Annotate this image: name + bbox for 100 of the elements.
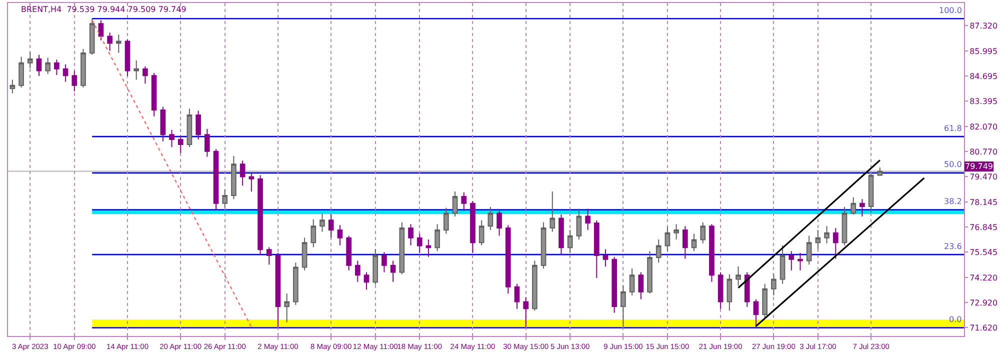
candlestick <box>842 206 848 246</box>
candlestick <box>594 220 600 279</box>
candlestick <box>629 268 635 296</box>
candlestick <box>612 256 618 314</box>
candlestick <box>620 285 626 328</box>
annotation: 50.0 <box>944 160 962 169</box>
candlestick <box>62 64 68 82</box>
annotation: 38.2 <box>944 197 962 206</box>
candlestick <box>780 244 786 284</box>
candlestick <box>576 208 582 240</box>
candlestick <box>107 32 112 52</box>
candlestick <box>204 128 210 158</box>
candlestick <box>10 79 16 94</box>
candlestick <box>27 51 33 69</box>
candlestick <box>426 239 432 258</box>
annotation: 100.0 <box>939 6 962 15</box>
y-tick-label: 71.620 <box>970 324 998 333</box>
candlestick <box>523 296 528 328</box>
y-tick-label: 82.070 <box>970 122 998 132</box>
candlestick <box>558 214 564 256</box>
candlestick <box>337 224 343 246</box>
candlestick <box>496 210 502 236</box>
candlestick <box>868 174 874 214</box>
candlestick <box>372 248 378 286</box>
candlestick <box>877 167 883 176</box>
candlestick <box>408 224 414 246</box>
candlestick <box>736 266 741 286</box>
candlestick <box>824 226 830 244</box>
candlestick <box>434 224 440 252</box>
candlestick <box>860 198 865 217</box>
candlestick <box>80 48 86 88</box>
candlestick <box>478 220 484 246</box>
y-tick-label: 75.545 <box>970 248 998 257</box>
candlestick <box>514 283 520 310</box>
annotation: 61.8 <box>944 124 962 133</box>
candlestick <box>124 38 130 76</box>
candlestick <box>134 60 140 80</box>
candlestick <box>240 160 246 186</box>
candlestick <box>284 292 290 323</box>
candlestick <box>310 218 316 248</box>
candlestick <box>302 237 308 271</box>
candlestick <box>151 72 157 117</box>
candlestick <box>585 208 590 230</box>
candlestick <box>382 252 387 273</box>
candlestick <box>726 274 732 312</box>
candlestick <box>416 233 422 254</box>
candlestick <box>540 222 546 269</box>
candlestick <box>258 174 263 256</box>
candlestick <box>275 252 281 328</box>
candlestick <box>142 66 148 84</box>
candlestick <box>89 18 95 56</box>
y-tick-label: 74.220 <box>970 273 998 282</box>
candlestick <box>488 206 494 230</box>
candlestick <box>718 272 724 310</box>
candlestick <box>832 228 838 260</box>
chart-title: BRENT,H4 79.539 79.944 79.509 79.749 <box>21 5 186 14</box>
y-tick-label: 85.995 <box>970 46 998 56</box>
candlestick <box>320 213 325 232</box>
candlestick <box>470 200 476 254</box>
candlestick <box>850 196 856 216</box>
candlestick <box>744 272 750 308</box>
candlestick <box>36 54 42 76</box>
y-tick-label: 76.845 <box>970 222 998 232</box>
candlestick <box>354 260 360 282</box>
candlestick <box>346 235 352 271</box>
y-tick-label: 78.145 <box>970 198 998 207</box>
candlestick <box>169 129 174 148</box>
y-tick-label: 79.470 <box>970 172 998 182</box>
candlestick <box>98 20 104 41</box>
candlestick <box>505 224 511 294</box>
y-tick-label: 83.395 <box>970 96 998 106</box>
candlestick <box>656 239 662 264</box>
candlestick <box>231 155 236 200</box>
candlestick <box>691 233 697 252</box>
candlestick <box>444 207 449 234</box>
candlestick <box>461 192 467 212</box>
candlestick <box>647 250 652 294</box>
candlestick <box>674 224 679 240</box>
ref-line-label: 79.749 <box>965 162 993 171</box>
candlestick <box>700 222 706 244</box>
candlestick <box>293 262 298 306</box>
candlestick <box>753 298 759 328</box>
candlestick <box>532 260 538 312</box>
y-tick-label: 72.920 <box>970 298 998 308</box>
candlestick <box>452 190 458 217</box>
candlestick <box>390 260 396 282</box>
annotation: 23.6 <box>944 242 962 251</box>
candlestick <box>222 189 228 208</box>
candlestick <box>196 110 201 140</box>
candlestick <box>550 190 556 232</box>
candlestick <box>266 246 272 266</box>
candlestick <box>213 148 219 210</box>
candlestick <box>399 222 405 275</box>
candlestick <box>638 272 644 300</box>
candlestick <box>160 106 166 142</box>
candlestick <box>815 229 821 250</box>
candlestick <box>328 214 334 238</box>
y-tick-label: 80.770 <box>970 147 998 156</box>
candlestick <box>682 226 688 260</box>
candlestick <box>602 248 608 268</box>
